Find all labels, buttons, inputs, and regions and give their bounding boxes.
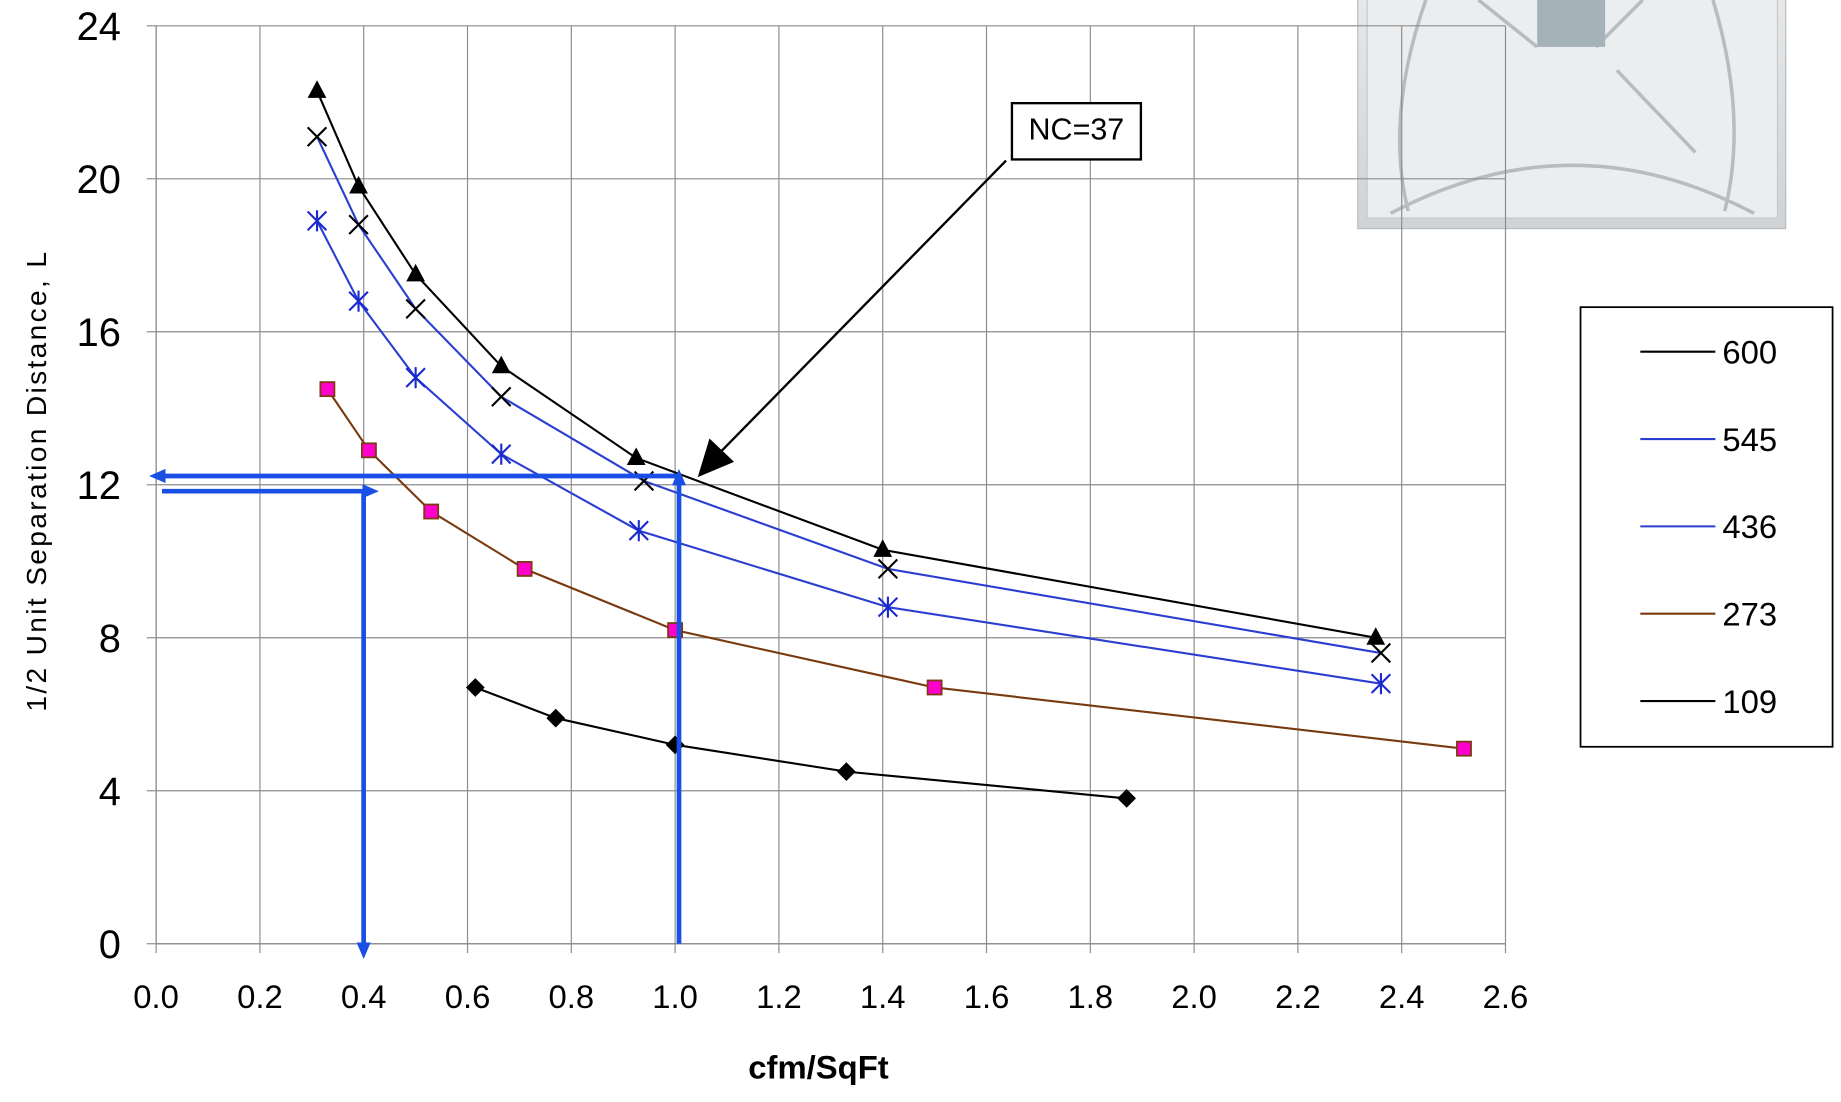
marker [308,80,327,98]
x-tick-label: 1.4 [860,978,906,1015]
y-tick-label: 24 [77,5,121,49]
annotation: NC=37 [698,103,1141,477]
x-tick-label: 1.8 [1067,978,1113,1015]
series-line [317,91,1376,638]
marker [546,709,565,728]
marker [349,291,368,312]
marker [362,443,376,457]
legend-label: 109 [1722,683,1777,720]
legend-label: 545 [1722,421,1777,458]
x-tick-label: 0.2 [237,978,283,1015]
marker [627,447,646,465]
y-tick-label: 12 [77,464,121,508]
x-tick-label: 0.6 [445,978,491,1015]
marker [1117,789,1136,808]
series-line [475,687,1126,798]
x-tick-label: 0.0 [133,978,179,1015]
marker [406,367,425,388]
photo [1358,0,1786,229]
series-line [317,137,1381,653]
marker [308,210,327,231]
blue-arrows [149,469,686,959]
legend-label: 436 [1722,508,1777,545]
x-axis-label: cfm/SqFt [748,1049,888,1086]
marker [492,444,511,465]
marker [424,505,438,519]
series-line [317,221,1381,684]
x-tick-label: 0.4 [341,978,387,1015]
x-tick-label: 2.2 [1275,978,1321,1015]
marker [666,735,685,754]
legend-label: 273 [1722,595,1777,632]
y-tick-label: 16 [77,311,121,355]
y-axis-label: 1/2 Unit Separation Distance, L [21,250,52,712]
marker [492,387,511,406]
chart: 0.0 0.2 0.4 0.6 0.8 1.0 1.2 1.4 1.6 1.8 2.0 2.2 2.4 2… [0,0,1841,1102]
marker [518,562,532,576]
x-tick-label: 1.2 [756,978,802,1015]
x-tick-label: 1.6 [964,978,1010,1015]
x-tick-label: 2.0 [1171,978,1217,1015]
x-tick-label: 0.8 [549,978,595,1015]
marker [466,678,485,697]
marker [1457,742,1471,756]
legend-label: 600 [1722,333,1777,370]
y-tick-label: 0 [99,923,121,967]
marker [629,520,648,541]
y-tick-label: 20 [77,158,121,202]
x-tick-label: 2.6 [1483,978,1529,1015]
marker [1372,644,1391,663]
x-tick-label: 2.4 [1379,978,1425,1015]
series-line [327,389,1464,749]
marker [308,127,327,146]
marker [406,299,425,318]
marker [837,762,856,781]
y-tick-label: 4 [99,770,121,814]
marker [406,264,425,282]
marker [349,215,368,234]
marker [928,680,942,694]
x-tick-label: 1.0 [652,978,698,1015]
y-tick-label: 8 [99,617,121,661]
annotation-text: NC=37 [1029,112,1125,146]
marker [879,560,898,579]
marker [320,382,334,396]
